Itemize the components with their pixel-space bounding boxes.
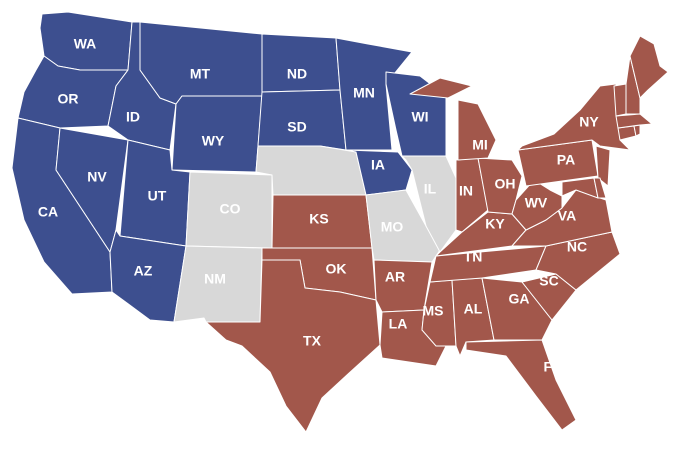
- state-vt[interactable]: [613, 83, 627, 117]
- state-mi[interactable]: [457, 99, 497, 161]
- state-label-nd: ND: [287, 66, 307, 82]
- state-label-wy: WY: [202, 133, 225, 149]
- state-mi[interactable]: [409, 77, 473, 99]
- state-de[interactable]: [593, 177, 607, 199]
- state-nh[interactable]: [625, 55, 641, 115]
- state-label-fl: FL: [543, 359, 561, 375]
- state-label-tx: TX: [303, 333, 322, 349]
- state-label-nv: NV: [87, 169, 107, 185]
- state-mn[interactable]: [335, 37, 413, 151]
- state-label-co: CO: [220, 201, 241, 217]
- state-label-ar: AR: [385, 269, 405, 285]
- state-label-wv: WV: [525, 195, 548, 211]
- state-label-wa: WA: [74, 36, 97, 52]
- state-label-mi: MI: [472, 137, 488, 153]
- state-label-ca: CA: [38, 204, 58, 220]
- state-label-mn: MN: [353, 85, 375, 101]
- state-ga[interactable]: [481, 277, 553, 341]
- state-label-or: OR: [58, 91, 79, 107]
- state-ny[interactable]: [517, 83, 631, 151]
- state-label-mo: MO: [381, 219, 404, 235]
- state-label-al: AL: [464, 301, 483, 317]
- state-label-sc: SC: [539, 273, 558, 289]
- state-label-az: AZ: [134, 263, 153, 279]
- state-label-in: IN: [459, 183, 473, 199]
- state-label-mt: MT: [190, 66, 211, 82]
- state-me[interactable]: [629, 35, 669, 99]
- state-label-ga: GA: [509, 291, 530, 307]
- state-label-va: VA: [558, 208, 576, 224]
- state-label-pa: PA: [557, 152, 575, 168]
- state-ne[interactable]: [255, 145, 367, 196]
- state-md[interactable]: [561, 177, 599, 199]
- state-label-ut: UT: [148, 188, 167, 204]
- state-fl[interactable]: [465, 339, 577, 431]
- state-label-ms: MS: [423, 303, 444, 319]
- state-label-ny: NY: [579, 114, 599, 130]
- state-label-la: LA: [389, 316, 408, 332]
- state-label-il: IL: [424, 181, 437, 197]
- state-label-ks: KS: [309, 211, 328, 227]
- state-label-nc: NC: [567, 239, 587, 255]
- state-nd[interactable]: [261, 33, 341, 93]
- state-label-ok: OK: [326, 261, 347, 277]
- state-label-tn: TN: [464, 249, 483, 265]
- state-mt[interactable]: [139, 21, 263, 105]
- state-label-nm: NM: [204, 271, 226, 287]
- state-label-ky: KY: [485, 216, 505, 232]
- state-tn[interactable]: [429, 245, 547, 283]
- state-label-ia: IA: [371, 157, 385, 173]
- state-ma[interactable]: [615, 113, 653, 129]
- state-nj[interactable]: [595, 145, 611, 187]
- state-label-sd: SD: [287, 119, 306, 135]
- state-tx[interactable]: [205, 259, 381, 433]
- state-wy[interactable]: [171, 95, 263, 173]
- state-label-oh: OH: [495, 176, 516, 192]
- state-label-wi: WI: [411, 109, 428, 125]
- state-label-id: ID: [126, 109, 140, 125]
